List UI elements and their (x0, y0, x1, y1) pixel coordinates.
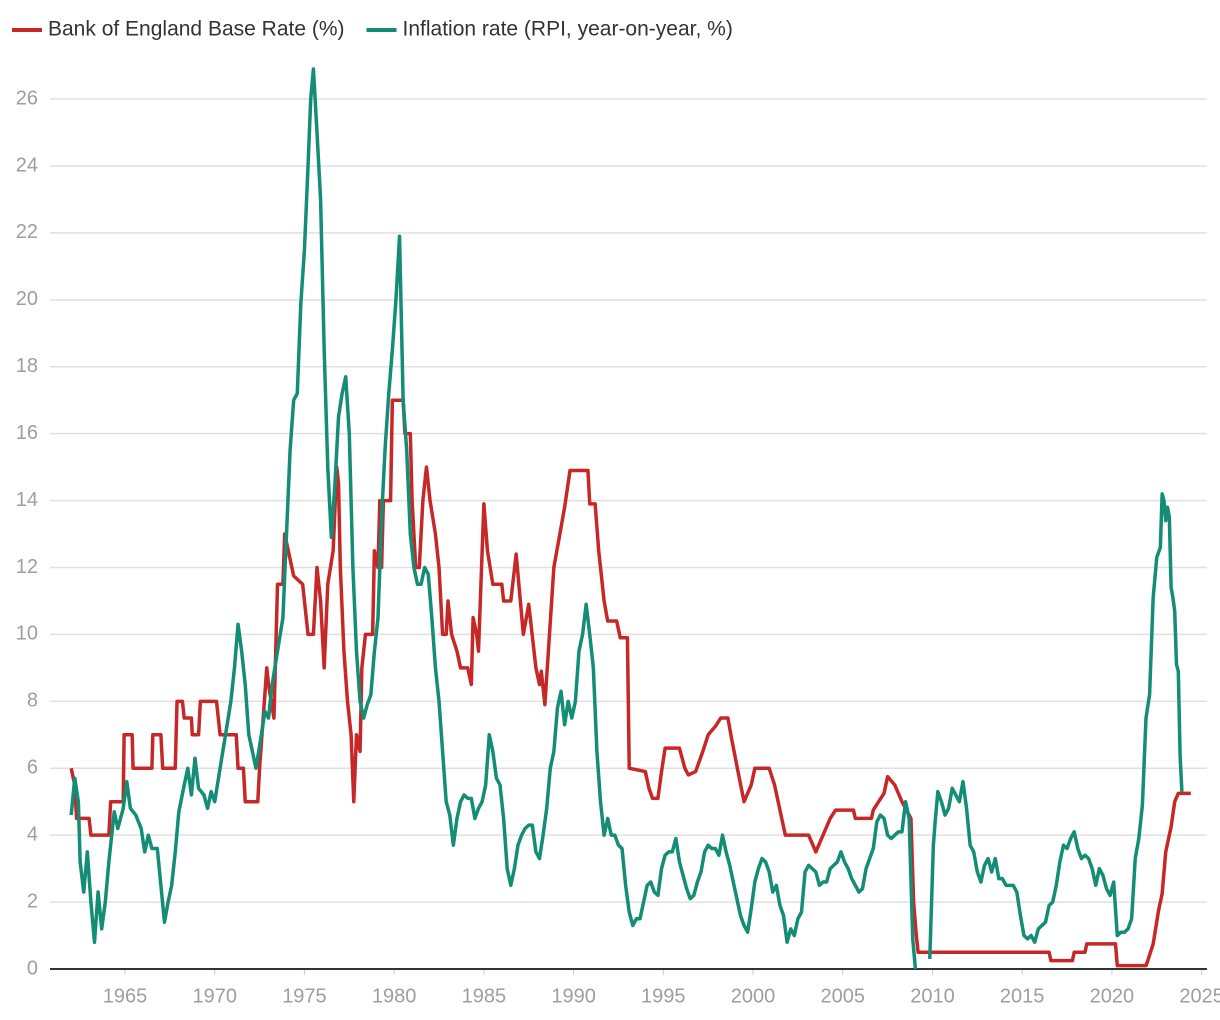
y-tick-label: 0 (27, 957, 38, 979)
y-tick-label: 14 (16, 489, 38, 511)
line (69, 67, 1184, 970)
x-tick-label: 1965 (103, 985, 148, 1007)
x-tick-label: 2025 (1179, 985, 1220, 1007)
x-tick-label: 2005 (820, 985, 865, 1007)
x-tick-label: 2020 (1090, 985, 1135, 1007)
y-tick-label: 24 (16, 154, 38, 176)
x-tick-label: 2015 (1000, 985, 1045, 1007)
y-tick-label: 18 (16, 355, 38, 377)
legend-label: Bank of England Base Rate (%) (48, 18, 345, 41)
x-tick-label: 2010 (910, 985, 955, 1007)
x-tick-label: 1995 (641, 985, 686, 1007)
x-tick-label: 1975 (282, 985, 327, 1007)
y-tick-label: 16 (16, 422, 38, 444)
y-tick-label: 10 (16, 623, 38, 645)
x-tick-label: 1985 (462, 985, 507, 1007)
y-tick-label: 6 (27, 757, 38, 779)
x-tick-label: 1970 (192, 985, 237, 1007)
y-tick-label: 8 (27, 690, 38, 712)
y-tick-label: 2 (27, 890, 38, 912)
y-tick-label: 12 (16, 556, 38, 578)
y-tick-label: 22 (16, 221, 38, 243)
y-tick-label: 20 (16, 288, 38, 310)
line (69, 398, 1191, 968)
y-tick-label: 26 (16, 87, 38, 109)
x-tick-label: 2000 (731, 985, 776, 1007)
x-tick-label: 1980 (372, 985, 417, 1007)
x-tick-label: 1990 (551, 985, 596, 1007)
legend-label: Inflation rate (RPI, year-on-year, %) (403, 18, 733, 41)
y-tick-label: 4 (27, 823, 38, 845)
